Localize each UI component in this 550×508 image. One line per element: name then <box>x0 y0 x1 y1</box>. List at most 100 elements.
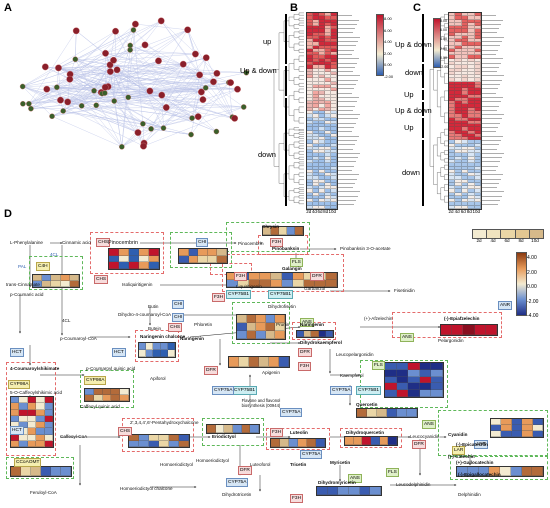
heatmap-cell <box>449 58 456 62</box>
heatmap-cell <box>307 110 313 115</box>
heatmap-row-label <box>338 132 359 137</box>
heatmap-cell <box>408 376 420 384</box>
network-node <box>234 85 241 93</box>
heatmap-c-col: 8d <box>466 209 472 214</box>
dendrogram-branch <box>444 128 448 136</box>
heatmap-cell <box>325 199 331 203</box>
heatmap-cell <box>217 256 227 263</box>
heatmap-cell <box>313 81 319 85</box>
heatmap-cell <box>461 179 469 183</box>
heatmap-cell <box>11 467 21 476</box>
heatmap-cell <box>474 29 481 33</box>
heatmap-row-label <box>338 119 356 124</box>
network-node <box>106 68 114 75</box>
dendrogram-branch <box>444 23 448 28</box>
heatmap-cell <box>455 75 462 79</box>
heatmap-row-label <box>482 51 496 55</box>
enzyme-c4h: C4H <box>36 262 50 271</box>
heatmap-cell <box>313 39 319 43</box>
group-bar-c-2 <box>422 64 424 88</box>
heatmap-cell <box>474 195 481 200</box>
heatmap-row-label <box>338 145 353 150</box>
heatmap-cell <box>449 42 456 46</box>
heatmap-cell <box>325 84 331 89</box>
network-node <box>196 71 204 79</box>
group-label-c-3: Up <box>404 90 414 99</box>
dendrogram-branch <box>298 48 304 53</box>
compound-garbanzol: Garbanzol <box>304 286 326 291</box>
heatmap-cell <box>42 281 52 287</box>
frame-luteolin <box>266 428 330 450</box>
heatmap-cell <box>319 182 325 187</box>
frame-chrysin <box>226 222 310 252</box>
heatmap-cell <box>377 409 387 417</box>
dendrogram-branch <box>298 106 304 113</box>
heatmap-cell <box>474 130 481 134</box>
compound-eriodictyol: Eriodictyol <box>212 434 236 439</box>
network-node <box>240 104 247 110</box>
color-scale-c <box>433 18 441 68</box>
heatmap-cell <box>468 117 475 121</box>
heatmap-cell <box>318 331 326 337</box>
heatmap-cell <box>11 434 20 441</box>
heatmap-cell <box>149 441 159 447</box>
dendrogram-branch <box>444 164 448 170</box>
heatmap-cell <box>449 22 456 27</box>
compound-butein: Butein <box>148 326 162 331</box>
network-edge <box>121 128 152 147</box>
heatmap-cell <box>307 130 313 134</box>
heatmap-cell <box>407 409 417 417</box>
dendrogram-branch <box>298 97 304 103</box>
heatmap-cell <box>449 192 456 196</box>
heatmap-cell <box>325 117 331 121</box>
network-edge <box>191 82 229 119</box>
heatmap-cell <box>468 199 475 203</box>
heatmap-cell <box>331 176 337 180</box>
heatmap-cell <box>468 61 475 66</box>
heatmap-cell <box>461 42 469 46</box>
compound-catechin: (+)-Catechin <box>448 454 475 459</box>
heatmap-row-label <box>482 81 500 86</box>
heatmap-cell <box>319 120 325 125</box>
heatmap-cell <box>408 383 420 391</box>
heatmap-cell <box>319 97 325 102</box>
heatmap-cell <box>431 369 443 377</box>
heatmap-cell <box>455 120 462 125</box>
compound-kaempferol: Kaempferol <box>340 373 364 378</box>
heatmap-cell <box>474 110 481 115</box>
compound-naringenin-chalcone: Naringenin chalcone <box>140 334 186 339</box>
heatmap-cell <box>111 389 121 395</box>
heatmap-cell <box>474 179 481 183</box>
heatmap-cell <box>455 16 462 20</box>
heatmap-cell <box>461 166 469 170</box>
heatmap-cell <box>468 26 475 30</box>
heatmap-cell <box>51 281 61 287</box>
heatmap-cell <box>313 150 319 154</box>
heatmap-row-label <box>338 154 358 159</box>
heatmap-gallocatechin <box>456 466 544 477</box>
heatmap-cell <box>331 169 337 174</box>
network-node <box>141 41 149 49</box>
heatmap-cell <box>468 45 475 49</box>
network-edge <box>105 53 145 144</box>
scale-tick: 2.00 <box>440 46 447 51</box>
panel-label-a: A <box>4 2 12 14</box>
heatmap-cell <box>385 390 397 397</box>
heatmap-row-label <box>338 175 357 180</box>
heatmap-cell <box>36 440 45 447</box>
dendrogram-branch <box>298 156 304 160</box>
heatmap-cell <box>319 94 325 98</box>
network-node <box>106 61 114 69</box>
network-node <box>57 96 64 104</box>
network-edge <box>113 20 162 61</box>
heatmap-cell <box>449 71 456 76</box>
heatmap-cell <box>119 262 129 269</box>
heatmap-cyp98a <box>84 388 130 402</box>
enzyme-cyp75b1: CYP75B1 <box>268 290 294 299</box>
heatmap-cell <box>313 133 319 138</box>
heatmap-cell <box>331 114 337 118</box>
heatmap-cell <box>307 143 313 147</box>
heatmap-cell <box>474 107 481 111</box>
network-edge <box>187 29 196 55</box>
heatmap-cell <box>19 415 28 422</box>
